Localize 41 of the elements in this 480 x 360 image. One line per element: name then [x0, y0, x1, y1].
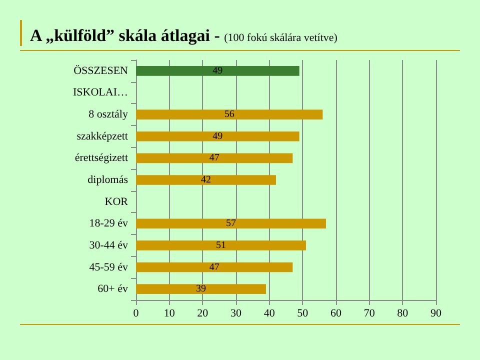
y-tick-label: KOR — [104, 196, 129, 208]
y-tick-label: 60+ év — [98, 283, 128, 296]
y-tick-label: 8 osztály — [88, 108, 128, 121]
y-tick-label: ÖSSZESEN — [74, 64, 128, 77]
chart-title: A „külföld” skála átlagai - — [30, 26, 220, 45]
bar — [136, 153, 293, 164]
bar — [136, 110, 323, 120]
y-tick-label: 45-59 év — [89, 261, 128, 274]
x-tick-label: 10 — [164, 308, 176, 320]
x-tick-label: 0 — [133, 308, 140, 320]
data-label: 49 — [212, 130, 223, 142]
data-label: 42 — [201, 174, 211, 186]
x-tick-label: 70 — [364, 308, 376, 320]
chart-subtitle: (100 fokú skálára vetítve) — [224, 32, 338, 44]
y-tick-label: ISKOLAI… — [73, 86, 128, 99]
y-tick-label: 18-29 év — [89, 218, 128, 230]
x-tick-label: 40 — [264, 308, 276, 320]
x-tick-label: 30 — [230, 308, 242, 320]
data-label: 51 — [216, 240, 226, 251]
data-label: 49 — [212, 65, 223, 76]
y-tick-label: érettségizett — [74, 152, 128, 164]
data-label: 57 — [226, 218, 236, 230]
bar — [136, 175, 276, 185]
data-label: 39 — [196, 284, 206, 295]
x-tick-label: 20 — [197, 308, 209, 320]
data-label: 47 — [209, 152, 220, 164]
bar — [136, 284, 266, 294]
y-tick-label: szakképzett — [76, 130, 128, 142]
x-tick-label: 80 — [397, 308, 409, 320]
x-tick-label: 90 — [430, 308, 442, 320]
bar — [136, 262, 293, 272]
bar — [136, 240, 306, 250]
y-tick-label: 30-44 év — [89, 239, 128, 252]
bar — [136, 131, 300, 142]
bar — [136, 66, 300, 76]
y-tick-label: diplomás — [88, 174, 128, 186]
data-label: 56 — [224, 109, 234, 120]
bar — [136, 218, 326, 229]
data-label: 47 — [209, 262, 220, 273]
x-tick-label: 50 — [297, 308, 309, 320]
x-tick-label: 60 — [330, 308, 342, 320]
